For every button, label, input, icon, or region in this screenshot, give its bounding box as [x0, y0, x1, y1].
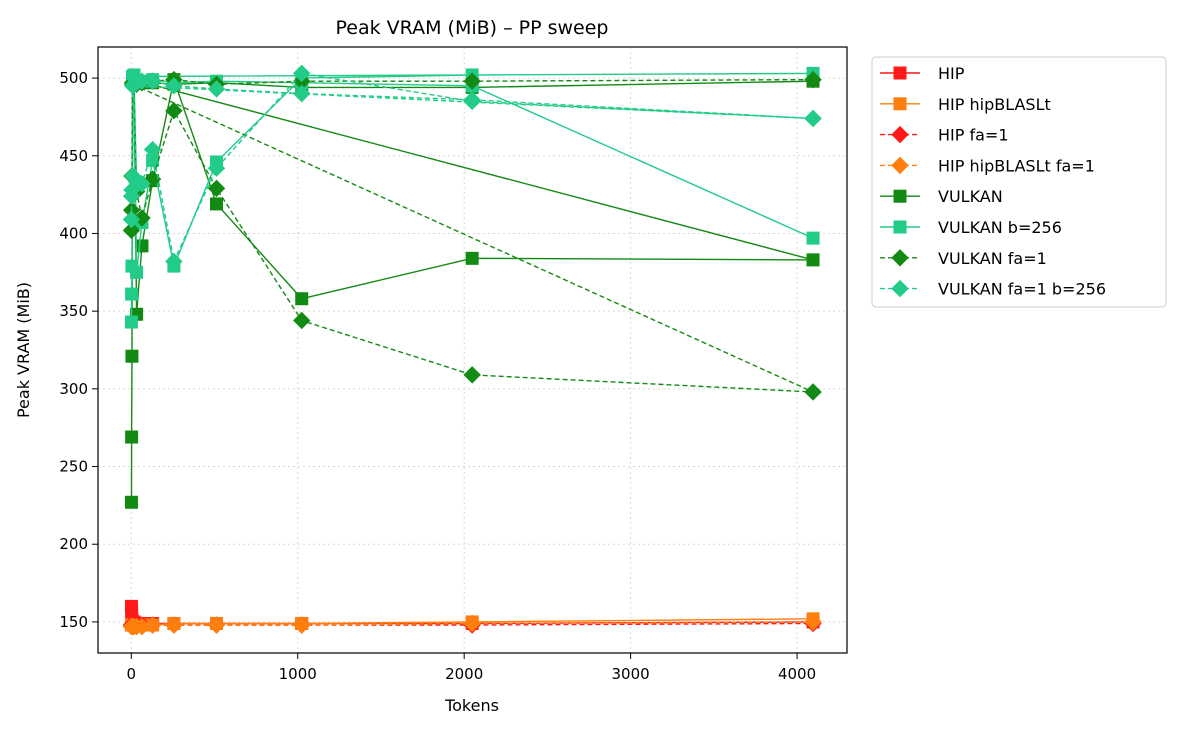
data-point — [804, 109, 822, 128]
data-point — [125, 287, 139, 301]
legend-item: HIP hipBLASLt fa=1 — [880, 156, 1095, 175]
data-point — [293, 311, 311, 330]
legend-item: VULKAN b=256 — [880, 218, 1062, 237]
data-point — [124, 315, 138, 329]
series-line — [130, 78, 814, 393]
data-point — [143, 616, 162, 634]
y-tick-label: 350 — [59, 302, 88, 320]
data-point — [122, 221, 141, 240]
legend-label: HIP hipBLASLt — [938, 95, 1051, 114]
x-axis: 0 1000 2000 3000 4000 — [127, 653, 816, 683]
series-vulkan-fa-1 — [122, 70, 822, 401]
y-tick-label: 250 — [59, 458, 88, 476]
data-point — [124, 495, 138, 509]
legend-swatch-marker — [893, 66, 907, 80]
legend-swatch-marker — [893, 97, 907, 111]
data-point — [130, 265, 144, 279]
legend-swatch-marker — [891, 156, 909, 175]
data-point — [122, 210, 141, 229]
data-point — [806, 253, 820, 267]
data-point — [293, 84, 311, 103]
legend-label: HIP hipBLASLt fa=1 — [938, 156, 1095, 175]
x-axis-title: Tokens — [444, 696, 499, 715]
y-tick-label: 400 — [59, 224, 88, 242]
data-point — [293, 616, 311, 634]
x-tick-label: 3000 — [612, 665, 650, 683]
legend-item: HIP fa=1 — [880, 126, 1009, 145]
x-tick-label: 4000 — [778, 665, 816, 683]
data-point — [207, 80, 226, 98]
data-point — [125, 430, 139, 444]
legend-item: VULKAN — [880, 187, 1003, 206]
data-point — [806, 231, 820, 245]
series-line — [130, 72, 814, 323]
series-hip-hipblaslt-fa-1 — [122, 613, 822, 636]
legend-label: HIP — [938, 64, 965, 83]
series-layer — [122, 64, 822, 636]
data-point — [143, 140, 162, 159]
data-point — [133, 175, 151, 193]
legend-item: VULKAN fa=1 — [880, 249, 1047, 268]
y-axis: 150 200 250 300 350 400 450 500 — [59, 69, 98, 631]
y-tick-label: 150 — [59, 613, 88, 631]
legend-swatch-marker — [891, 125, 909, 144]
data-point — [295, 292, 309, 306]
data-point — [463, 614, 481, 633]
y-tick-label: 450 — [59, 147, 88, 165]
legend-frame — [871, 56, 1167, 308]
data-point — [135, 239, 149, 253]
legend-label: VULKAN b=256 — [938, 218, 1062, 237]
data-point — [463, 366, 481, 384]
series-vulkan — [124, 73, 820, 509]
legend-item: HIP hipBLASLt — [880, 95, 1051, 114]
legend-item: VULKAN fa=1 b=256 — [880, 280, 1106, 299]
y-tick-label: 300 — [59, 380, 88, 398]
legend-swatch-marker — [893, 189, 907, 203]
legend-label: VULKAN fa=1 b=256 — [938, 280, 1106, 299]
y-tick-label: 500 — [59, 69, 88, 87]
data-point — [165, 102, 183, 120]
data-point — [804, 613, 822, 631]
data-point — [165, 616, 183, 634]
legend-item: HIP — [880, 64, 965, 83]
data-point — [207, 179, 226, 198]
y-tick-label: 200 — [59, 535, 88, 553]
plot-frame — [97, 46, 848, 654]
data-point — [207, 616, 226, 634]
legend-label: VULKAN — [938, 187, 1003, 206]
legend-label: VULKAN fa=1 — [938, 249, 1047, 268]
legend-swatch-marker — [891, 279, 909, 298]
data-point — [143, 72, 162, 90]
x-tick-label: 1000 — [279, 665, 317, 683]
series-line — [130, 76, 814, 503]
data-point — [465, 251, 479, 265]
data-point — [804, 70, 822, 89]
data-point — [207, 159, 226, 177]
data-point — [293, 64, 311, 83]
legend-swatch-marker — [893, 220, 907, 234]
grid — [98, 47, 847, 653]
x-tick-label: 2000 — [445, 665, 483, 683]
data-point — [463, 91, 481, 109]
legend-label: HIP fa=1 — [938, 126, 1009, 145]
data-point — [133, 209, 151, 227]
data-point — [463, 72, 481, 90]
data-point — [210, 197, 224, 211]
series-vulkan-fa-1-b-256 — [122, 64, 822, 271]
chart-title: Peak VRAM (MiB) – PP sweep — [336, 17, 609, 39]
x-tick-label: 0 — [127, 665, 137, 683]
data-point — [804, 383, 822, 401]
legend-swatch-marker — [891, 249, 909, 267]
legend: HIP HIP hipBLASLt HIP fa=1 HIP hipBLASLt fa… — [871, 56, 1167, 308]
data-point — [165, 252, 183, 271]
data-point — [125, 349, 139, 363]
data-point — [165, 77, 183, 95]
y-axis-title: Peak VRAM (MiB) — [14, 282, 33, 418]
